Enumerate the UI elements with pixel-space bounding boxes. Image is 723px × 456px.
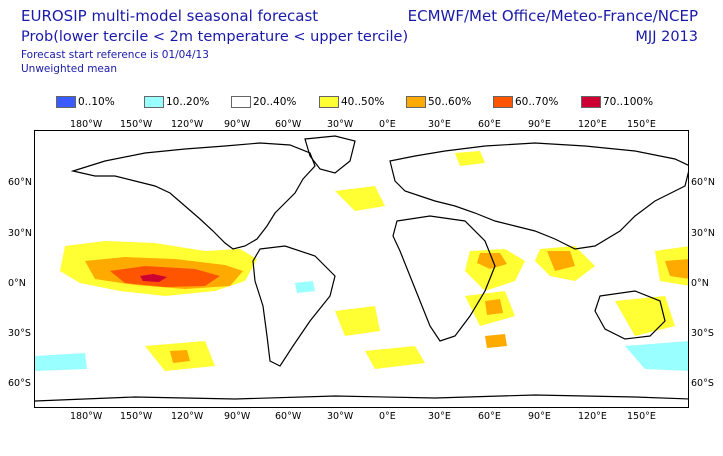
legend-item: 10..20% — [144, 94, 209, 110]
lon-tick-label: 90°W — [224, 411, 251, 422]
legend-item: 40..50% — [319, 94, 384, 110]
shade-yellow — [615, 296, 675, 336]
legend-item: 70..100% — [581, 94, 653, 110]
lon-tick-label: 60°E — [478, 411, 501, 422]
lon-tick-label: 150°W — [120, 119, 153, 130]
lon-tick-label: 30°W — [327, 411, 354, 422]
lat-tick-label: 30°N — [8, 228, 32, 239]
shade-orange-light — [170, 350, 190, 363]
lat-tick-label: 60°N — [691, 177, 715, 188]
shade-red — [140, 274, 167, 282]
lat-tick-label: 60°S — [691, 378, 714, 389]
shade-cyan — [295, 281, 315, 293]
lat-tick-label: 30°N — [691, 228, 715, 239]
lon-tick-label: 90°W — [224, 119, 251, 130]
shade-orange-light — [485, 299, 503, 315]
shade-cyan — [35, 353, 87, 371]
map-frame — [34, 130, 689, 408]
mean-type: Unweighted mean — [21, 63, 117, 75]
shade-orange-light — [547, 251, 575, 271]
legend-item: 0..10% — [56, 94, 115, 110]
period-label: MJJ 2013 — [635, 29, 698, 45]
lon-tick-label: 120°E — [578, 119, 607, 130]
world-map — [35, 135, 688, 402]
legend-swatch — [144, 96, 164, 108]
shade-yellow — [335, 306, 380, 336]
centres-label: ECMWF/Met Office/Meteo-France/NCEP — [407, 7, 698, 25]
shade-orange-light — [477, 253, 507, 269]
legend-swatch — [319, 96, 339, 108]
legend-label: 20..40% — [253, 96, 297, 108]
legend-swatch — [56, 96, 76, 108]
lon-tick-label: 30°W — [327, 119, 354, 130]
legend-label: 60..70% — [515, 96, 559, 108]
continent-australia — [594, 290, 666, 340]
lat-tick-label: 60°N — [8, 177, 32, 188]
lon-tick-label: 150°E — [627, 411, 656, 422]
coastlines — [35, 135, 688, 402]
lat-tick-label: 0°N — [691, 278, 709, 289]
shade-yellow — [365, 346, 425, 369]
map-title: EUROSIP multi-model seasonal forecast — [21, 7, 319, 25]
legend-label: 0..10% — [78, 96, 115, 108]
shade-cyan — [625, 341, 688, 371]
lat-tick-label: 60°S — [8, 378, 31, 389]
legend: 0..10% 10..20% 20..40% 40..50% 50..60% 6… — [56, 94, 696, 110]
continent-antarctica — [35, 394, 688, 402]
forecast-reference: Forecast start reference is 01/04/13 — [21, 49, 209, 61]
map-subtitle: Prob(lower tercile < 2m temperature < up… — [21, 29, 409, 45]
legend-item: 50..60% — [406, 94, 471, 110]
continent-north-america — [70, 142, 316, 250]
lon-tick-label: 30°E — [428, 411, 451, 422]
probability-shading — [35, 151, 688, 371]
lon-tick-label: 60°W — [275, 411, 302, 422]
lon-tick-label: 120°E — [578, 411, 607, 422]
lon-tick-label: 150°W — [120, 411, 153, 422]
lon-tick-label: 180°W — [70, 119, 103, 130]
legend-label: 10..20% — [166, 96, 210, 108]
shade-yellow — [335, 186, 385, 211]
legend-item: 60..70% — [493, 94, 558, 110]
lon-tick-label: 120°W — [171, 411, 204, 422]
lon-tick-label: 180°W — [70, 411, 103, 422]
legend-swatch — [231, 96, 251, 108]
continent-south-america — [252, 245, 336, 367]
lon-tick-label: 0°E — [379, 411, 396, 422]
lon-tick-label: 60°W — [275, 119, 302, 130]
lon-tick-label: 30°E — [428, 119, 451, 130]
lon-tick-label: 150°E — [627, 119, 656, 130]
shade-orange-dark — [110, 266, 220, 287]
lon-tick-label: 0°E — [379, 119, 396, 130]
lat-tick-label: 30°S — [8, 328, 31, 339]
lon-tick-label: 120°W — [171, 119, 204, 130]
continent-africa — [392, 215, 496, 342]
legend-item: 20..40% — [231, 94, 296, 110]
shade-orange-light — [665, 259, 688, 279]
shade-yellow — [455, 151, 485, 166]
lat-tick-label: 0°N — [8, 278, 26, 289]
legend-label: 50..60% — [428, 96, 472, 108]
lat-tick-label: 30°S — [691, 328, 714, 339]
shade-orange-light — [485, 334, 507, 348]
legend-label: 70..100% — [603, 96, 654, 108]
lon-tick-label: 90°E — [528, 411, 551, 422]
continent-greenland — [304, 135, 356, 174]
legend-swatch — [493, 96, 513, 108]
legend-label: 40..50% — [341, 96, 385, 108]
lon-tick-label: 90°E — [528, 119, 551, 130]
legend-swatch — [581, 96, 601, 108]
continent-eurasia — [389, 142, 688, 250]
legend-swatch — [406, 96, 426, 108]
lon-tick-label: 60°E — [478, 119, 501, 130]
